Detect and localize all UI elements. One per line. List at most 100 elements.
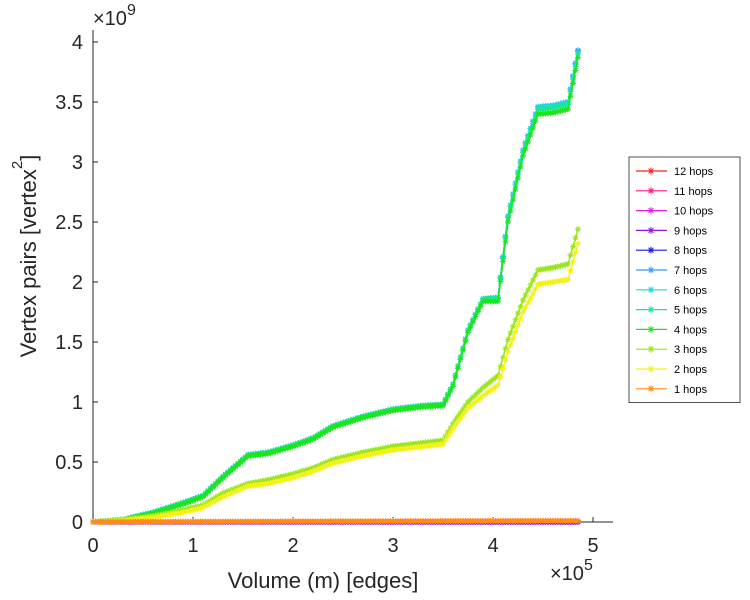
data-point: [345, 456, 351, 463]
x-multiplier-exponent: 5: [584, 557, 593, 574]
axis-labels: Volume (m) [edges] Vertex pairs [vertex2…: [9, 2, 593, 593]
data-point: [512, 328, 519, 335]
y-tick-label: 0.5: [55, 452, 83, 474]
data-point: [365, 413, 371, 420]
data-point: [237, 486, 244, 493]
data-point: [342, 457, 349, 464]
data-point: [305, 438, 311, 444]
data-point: [277, 447, 284, 453]
data-point: [502, 238, 509, 245]
data-point: [467, 403, 474, 409]
data-point: [450, 420, 456, 427]
data-point: [350, 455, 356, 462]
data-point: [322, 459, 329, 466]
data-point: [532, 113, 539, 120]
data-point: [512, 181, 519, 188]
data-point: [352, 454, 359, 461]
data-point: [350, 451, 356, 458]
legend-label: 4 hops: [674, 324, 708, 336]
data-point: [355, 454, 361, 461]
data-point: [332, 456, 339, 462]
data-point: [275, 478, 281, 485]
data-point: [362, 414, 369, 420]
data-point: [235, 461, 241, 468]
data-point: [455, 413, 461, 420]
data-point: [562, 102, 569, 108]
data-point: [510, 197, 516, 203]
data-point: [212, 494, 219, 501]
data-point: [465, 399, 471, 405]
data-point: [222, 489, 229, 496]
data-point: [212, 481, 219, 488]
data-point: [555, 108, 561, 115]
data-point: [222, 492, 229, 499]
series-line: [92, 57, 579, 523]
data-point: [230, 489, 236, 496]
data-point: [290, 474, 296, 481]
data-point: [295, 469, 301, 476]
data-point: [465, 329, 471, 336]
data-point: [352, 451, 359, 458]
legend-marker: [647, 167, 655, 175]
legend-marker: [647, 325, 655, 333]
data-point: [175, 502, 181, 509]
x-tick-label: 5: [587, 535, 598, 557]
data-point: [227, 468, 234, 475]
data-point: [342, 453, 349, 460]
data-point: [567, 93, 574, 100]
data-point: [272, 448, 279, 455]
data-point: [550, 105, 556, 111]
legend: 12 hops 11 hops 10 hops 9 hops 8 hops 7 hops 6…: [628, 156, 741, 404]
data-point: [500, 354, 506, 361]
y-axis-multiplier: ×109: [93, 2, 136, 30]
data-point: [222, 472, 229, 479]
data-point: [200, 493, 206, 500]
data-point: [320, 430, 326, 437]
data-point: [295, 441, 301, 448]
data-point: [347, 452, 354, 459]
legend-marker: [647, 365, 655, 373]
data-point: [520, 309, 526, 315]
data-point: [465, 405, 471, 411]
legend-item: 11 hops: [636, 186, 713, 198]
data-point: [495, 382, 501, 389]
data-point: [337, 458, 344, 465]
data-point: [527, 295, 534, 302]
data-point: [452, 374, 459, 381]
data-point: [570, 80, 576, 87]
y-tick-label: 4: [72, 32, 83, 54]
data-point: [475, 308, 481, 315]
data-point: [335, 459, 341, 465]
data-point: [347, 456, 354, 462]
data-point: [337, 421, 344, 428]
data-point: [575, 51, 581, 57]
data-point: [285, 472, 291, 479]
data-point: [207, 500, 214, 507]
data-point: [357, 453, 364, 460]
data-point: [482, 382, 489, 389]
data-point: [307, 437, 314, 444]
data-point: [297, 440, 304, 447]
data-point: [507, 203, 514, 210]
data-point: [275, 474, 281, 481]
data-point: [575, 517, 581, 524]
data-point: [510, 192, 516, 199]
data-point: [312, 467, 319, 474]
data-point: [232, 463, 239, 470]
data-point: [570, 258, 576, 265]
data-point: [447, 429, 454, 436]
data-point: [225, 470, 231, 477]
data-point: [515, 175, 521, 181]
data-point: [217, 491, 224, 498]
data-point: [190, 497, 196, 504]
data-point: [282, 472, 289, 479]
data-point: [480, 384, 486, 391]
data-point: [517, 164, 524, 170]
legend-label: 12 hops: [674, 166, 714, 178]
data-point: [525, 287, 531, 293]
data-point: [197, 505, 204, 512]
data-point: [492, 384, 499, 390]
legend-label: 10 hops: [674, 206, 714, 218]
data-point: [552, 109, 559, 116]
data-point: [455, 365, 461, 372]
